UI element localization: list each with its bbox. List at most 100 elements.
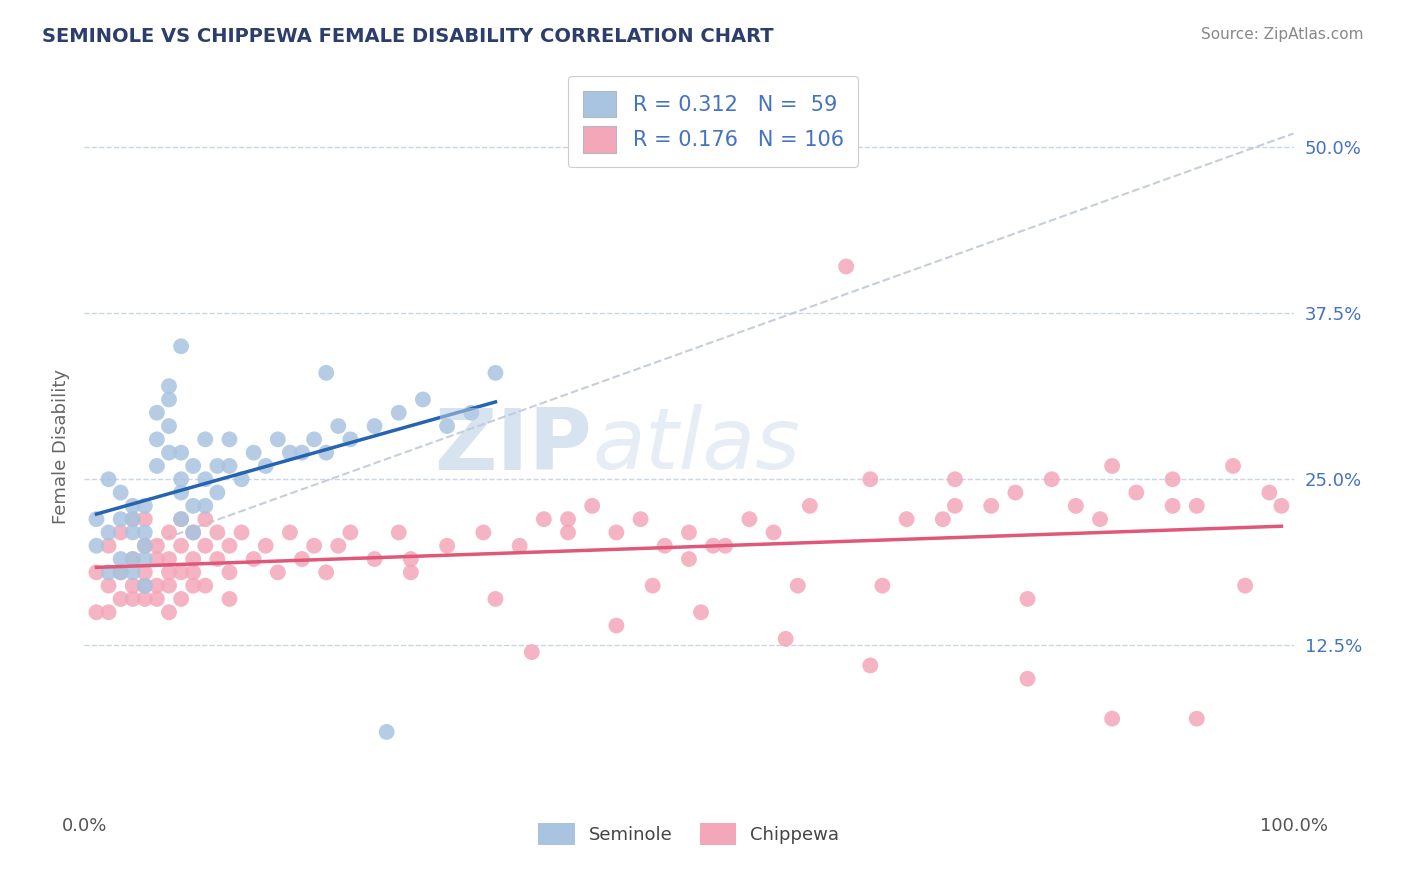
Point [254,539,277,553]
Point [581,499,603,513]
Point [134,539,156,553]
Point [412,392,434,407]
Text: atlas: atlas [592,404,800,488]
Point [157,392,180,407]
Point [533,512,555,526]
Text: ZIP: ZIP [434,404,592,488]
Point [194,499,217,513]
Point [267,566,290,580]
Point [714,539,737,553]
Point [605,618,627,632]
Point [1222,458,1244,473]
Point [1017,672,1039,686]
Point [146,552,169,566]
Point [134,579,156,593]
Point [207,485,229,500]
Point [218,458,240,473]
Point [97,579,120,593]
Point [218,591,240,606]
Point [242,552,264,566]
Point [97,472,120,486]
Point [181,525,204,540]
Point [157,579,180,593]
Point [702,539,724,553]
Point [194,512,217,526]
Point [557,525,579,540]
Point [630,512,652,526]
Point [181,579,204,593]
Point [194,539,217,553]
Point [254,458,277,473]
Point [1185,499,1208,513]
Point [896,512,918,526]
Point [181,552,204,566]
Point [859,472,882,486]
Point [86,539,108,553]
Point [943,472,966,486]
Text: Source: ZipAtlas.com: Source: ZipAtlas.com [1201,27,1364,42]
Point [484,591,506,606]
Point [181,566,204,580]
Point [170,485,193,500]
Point [363,552,385,566]
Point [1088,512,1111,526]
Point [157,605,180,619]
Point [339,433,361,447]
Point [1161,472,1184,486]
Point [388,525,411,540]
Point [97,566,120,580]
Point [170,472,193,486]
Point [654,539,676,553]
Point [194,433,217,447]
Point [1234,579,1257,593]
Point [157,525,180,540]
Point [363,419,385,434]
Point [690,605,713,619]
Point [1185,712,1208,726]
Point [1125,485,1147,500]
Point [86,566,108,580]
Point [121,566,143,580]
Point [170,566,193,580]
Point [146,579,169,593]
Point [134,591,156,606]
Point [110,525,132,540]
Point [110,566,132,580]
Point [460,406,482,420]
Point [1101,458,1123,473]
Point [291,552,314,566]
Point [207,525,229,540]
Point [170,539,193,553]
Point [134,525,156,540]
Point [121,499,143,513]
Point [738,512,761,526]
Point [97,605,120,619]
Point [134,566,156,580]
Point [146,539,169,553]
Point [146,591,169,606]
Point [1064,499,1087,513]
Point [86,512,108,526]
Point [278,525,301,540]
Point [134,512,156,526]
Point [146,433,169,447]
Point [302,433,325,447]
Point [97,539,120,553]
Point [146,458,169,473]
Point [509,539,531,553]
Point [1270,499,1292,513]
Point [121,591,143,606]
Text: SEMINOLE VS CHIPPEWA FEMALE DISABILITY CORRELATION CHART: SEMINOLE VS CHIPPEWA FEMALE DISABILITY C… [42,27,773,45]
Point [110,591,132,606]
Point [932,512,955,526]
Point [1101,712,1123,726]
Point [339,525,361,540]
Point [231,472,253,486]
Point [218,433,240,447]
Point [399,552,422,566]
Point [181,499,204,513]
Point [134,499,156,513]
Point [121,525,143,540]
Point [436,419,458,434]
Point [157,379,180,393]
